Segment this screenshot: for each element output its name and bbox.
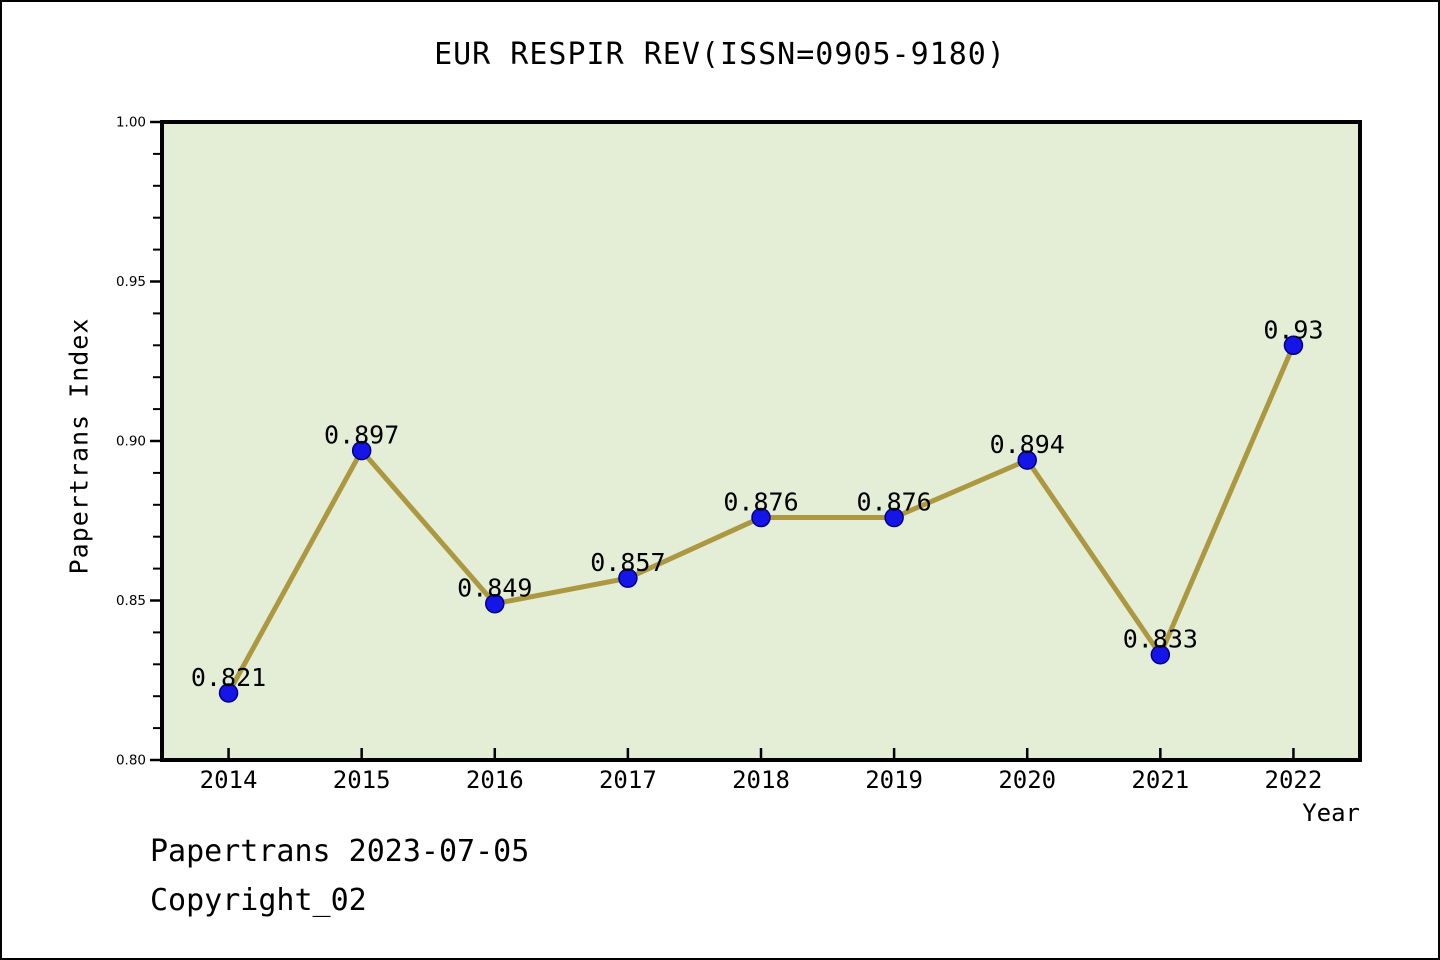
x-tick-label: 2016: [466, 766, 524, 794]
footer-watermark: Papertrans 2023-07-05: [150, 834, 530, 869]
data-point: [218, 683, 239, 703]
data-point: [351, 440, 372, 461]
point-label: 0.876: [856, 488, 931, 517]
data-point: [884, 507, 904, 528]
x-tick-label: 2015: [333, 766, 391, 794]
point-label: 0.857: [590, 548, 665, 577]
footer-copyright: Copyright_02: [150, 883, 367, 918]
x-tick-label: 2014: [200, 766, 258, 794]
x-axis-title: Year: [1302, 799, 1360, 827]
x-tick-label: 2019: [865, 766, 923, 794]
y-tick-label: 0.90: [116, 434, 146, 450]
x-tick-label: 2018: [732, 766, 790, 794]
y-tick-label: 0.85: [116, 593, 146, 609]
x-tick-label: 2020: [998, 766, 1056, 794]
y-tick-label: 0.80: [116, 753, 146, 769]
x-tick-label: 2021: [1131, 766, 1189, 794]
y-tick-label: 1.00: [116, 115, 146, 131]
point-label: 0.897: [324, 421, 399, 450]
data-point: [1150, 644, 1171, 665]
point-label: 0.821: [191, 663, 266, 692]
y-tick-label: 0.95: [116, 274, 146, 290]
point-label: 0.849: [457, 574, 532, 603]
chart-title: EUR RESPIR REV(ISSN=0905-9180): [434, 37, 1006, 72]
point-label: 0.93: [1263, 315, 1323, 344]
x-tick-label: 2022: [1265, 766, 1323, 794]
x-tick-label: 2017: [599, 766, 657, 794]
point-label: 0.833: [1123, 625, 1198, 654]
point-label: 0.894: [990, 430, 1065, 459]
data-point: [751, 507, 771, 528]
data-point: [485, 593, 505, 614]
data-point: [618, 568, 638, 588]
y-axis-title: Papertrans Index: [64, 317, 94, 575]
data-point: [1283, 335, 1304, 356]
data-point: [1017, 450, 1037, 470]
point-label: 0.876: [723, 488, 798, 517]
